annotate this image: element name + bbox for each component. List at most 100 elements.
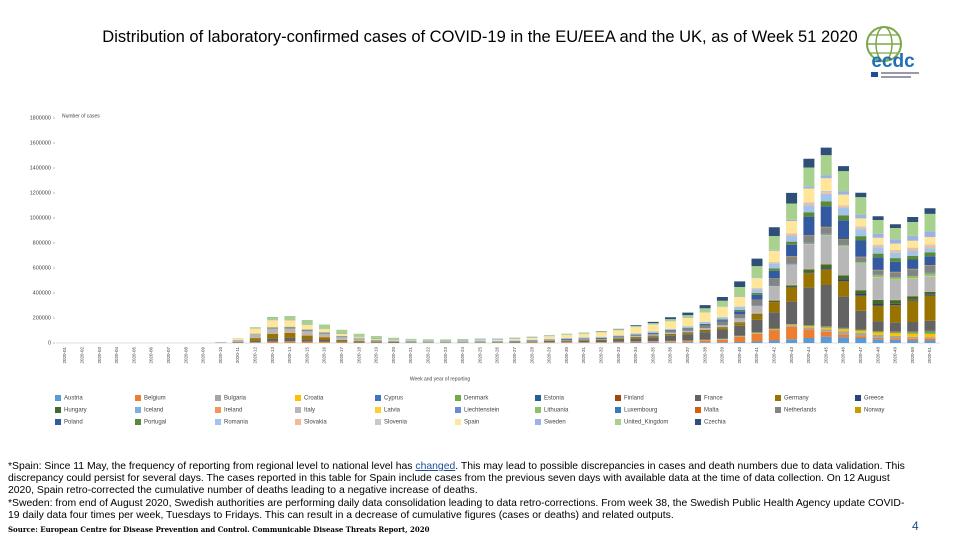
bar-segment: [838, 171, 849, 192]
legend-swatch: [615, 407, 621, 413]
x-tick-label: 2020-02: [79, 347, 84, 364]
bar-segment: [768, 270, 780, 279]
bar-segment: [907, 278, 919, 296]
bar-segment: [872, 253, 884, 258]
legend-label: Hungary: [64, 408, 87, 414]
bar-segment: [855, 197, 867, 215]
bar-segment: [388, 341, 400, 342]
bar-segment: [768, 249, 780, 251]
bar-segment: [630, 335, 642, 336]
bar-segment: [699, 328, 711, 330]
bar-segment: [855, 226, 867, 228]
bar-segment: [613, 342, 625, 343]
bar-segment: [907, 336, 919, 339]
bar-segment: [405, 341, 417, 343]
bar-segment: [543, 336, 555, 339]
bar-segment: [889, 338, 901, 340]
bar-segment: [924, 213, 936, 232]
x-tick-label: 2020-44: [806, 347, 811, 364]
bar-segment: [665, 332, 676, 334]
bar-segment: [872, 275, 884, 277]
y-tick-label: 600000: [33, 265, 51, 271]
legend-swatch: [455, 395, 461, 401]
x-tick-label: 2020-09: [201, 347, 206, 364]
bar-segment: [820, 201, 832, 207]
bar-segment: [786, 256, 798, 264]
bar-segment: [803, 186, 815, 189]
bar-segment: [319, 324, 330, 329]
y-tick-label: 1200000: [30, 190, 51, 196]
x-tick-label: 2020-25: [477, 347, 482, 364]
x-tick-label: 2020-07: [166, 347, 171, 364]
legend-swatch: [55, 419, 61, 425]
bar-segment: [907, 235, 919, 241]
bar-segment: [699, 312, 711, 322]
legend-swatch: [615, 395, 621, 401]
bar-segment: [855, 262, 867, 264]
bar-segment: [492, 339, 503, 340]
note-link[interactable]: changed: [415, 461, 456, 472]
bar-segment: [665, 335, 676, 341]
bar-segment: [924, 275, 936, 277]
bar-segment: [630, 337, 642, 339]
bar-segment: [924, 291, 936, 295]
bar-segment: [820, 175, 832, 179]
bar-segment: [682, 328, 694, 329]
bar-segment: [734, 314, 746, 319]
bar-segment: [751, 333, 763, 334]
bar-segment: [734, 297, 746, 307]
legend-swatch: [215, 419, 221, 425]
legend-label: Luxembourg: [624, 408, 657, 414]
bar-segment: [872, 257, 884, 270]
bar-segment: [301, 325, 313, 330]
bar-segment: [872, 270, 884, 275]
bar-segment: [820, 327, 832, 330]
bar-segment: [647, 337, 659, 342]
bar-segment: [872, 244, 884, 246]
bar-segment: [855, 263, 867, 290]
bar-segment: [820, 336, 832, 343]
bar-segment: [820, 285, 832, 327]
bar-segment: [405, 338, 417, 341]
bar-segment: [838, 166, 849, 172]
bar-segment: [907, 251, 919, 256]
bar-segment: [319, 333, 330, 334]
bar-segment: [855, 229, 867, 237]
legend-label: Spain: [464, 420, 479, 426]
legend-swatch: [135, 395, 141, 401]
legend-swatch: [455, 419, 461, 425]
bar-segment: [751, 341, 763, 343]
bar-segment: [907, 217, 919, 222]
bar-segment: [820, 235, 832, 265]
bar-segment: [301, 341, 313, 343]
bar-segment: [751, 300, 763, 306]
bar-segment: [907, 340, 919, 343]
bar-segment: [820, 264, 832, 269]
bar-segment: [889, 339, 901, 343]
bar-segment: [665, 334, 676, 336]
bar-segment: [716, 327, 728, 329]
y-tick-label: 1400000: [30, 165, 51, 171]
x-tick-label: 2020-33: [616, 347, 621, 364]
bar-segment: [561, 340, 573, 342]
bar-segment: [284, 327, 296, 329]
bar-segment: [820, 206, 832, 227]
bar-segment: [232, 338, 244, 340]
x-tick-label: 2020-37: [685, 347, 690, 364]
bar-segment: [613, 336, 625, 338]
x-tick-label: 2020-10: [218, 347, 223, 364]
bar-segment: [855, 338, 867, 343]
bar-segment: [786, 326, 798, 340]
x-tick-label: 2020-13: [270, 347, 275, 364]
bar-segment: [561, 339, 573, 340]
bar-segment: [889, 243, 901, 250]
bar-segment: [924, 248, 936, 253]
bar-segment: [855, 310, 867, 330]
bar-segment: [786, 192, 798, 204]
bar-segment: [267, 317, 279, 320]
bar-segment: [820, 268, 832, 270]
legend-label: Slovakia: [304, 420, 327, 426]
bar-segment: [630, 341, 642, 343]
note-spain: *Spain: Since 11 May, the frequency of r…: [8, 461, 416, 472]
bar-segment: [889, 305, 901, 323]
